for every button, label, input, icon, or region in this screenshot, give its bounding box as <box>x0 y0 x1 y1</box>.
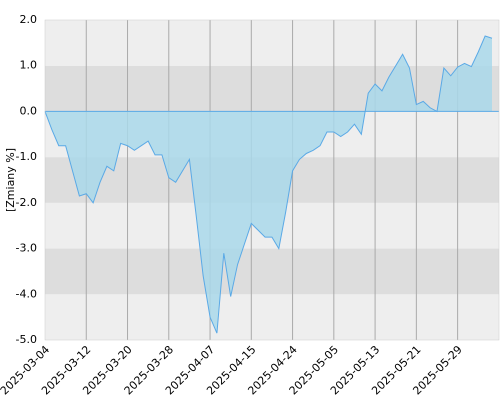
y-tick-label: 1.0 <box>20 59 38 72</box>
y-tick-label: -3.0 <box>16 242 37 255</box>
y-tick-label: -4.0 <box>16 287 37 300</box>
plot-frame <box>44 19 500 341</box>
y-tick-label: 0.0 <box>20 104 38 117</box>
y-tick-label: -1.0 <box>16 150 37 163</box>
data-line <box>44 35 493 334</box>
y-tick-label: -5.0 <box>16 333 37 346</box>
y-tick-label: -2.0 <box>16 196 37 209</box>
plot-band <box>45 20 499 66</box>
plot-band <box>45 294 499 340</box>
area-fill <box>45 36 492 334</box>
y-axis-label: [Zmiany %] <box>4 148 17 212</box>
y-tick-label: 2.0 <box>20 13 38 26</box>
plot-band <box>45 65 499 112</box>
plot-band <box>45 248 499 295</box>
